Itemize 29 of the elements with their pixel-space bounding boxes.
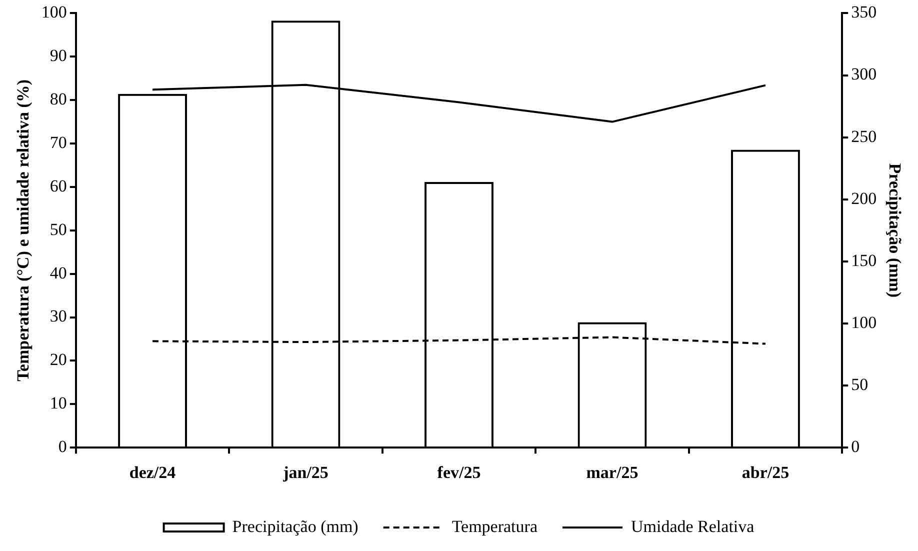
x-tick-label: jan/25 — [282, 463, 328, 482]
x-tick-label: dez/24 — [129, 463, 176, 482]
y2-tick-label: 50 — [851, 375, 868, 394]
x-tick-label: mar/25 — [586, 463, 638, 482]
y-axis-title: Temperatura (°C) e umidade relativa (%) — [14, 79, 33, 382]
y2-tick-label: 200 — [851, 188, 877, 208]
y2-tick-label: 350 — [851, 2, 877, 22]
y2-tick-label: 100 — [851, 312, 877, 332]
y2-tick-label: 0 — [851, 437, 860, 456]
legend-label: Temperatura — [452, 516, 538, 536]
y2-tick-label: 150 — [851, 250, 877, 270]
y-tick-label: 0 — [58, 437, 67, 456]
y-tick-label: 70 — [50, 132, 67, 152]
y-tick-label: 100 — [41, 2, 67, 22]
y-tick-label: 80 — [50, 90, 67, 109]
y-tick-label: 30 — [50, 306, 67, 326]
y-tick-label: 20 — [50, 350, 67, 370]
y2-tick-label: 250 — [851, 126, 877, 146]
y2-axis-title: Precipitação (mm) — [885, 163, 904, 298]
y-tick-label: 10 — [50, 394, 67, 413]
y-tick-label: 60 — [50, 176, 67, 196]
x-tick-label: abr/25 — [742, 463, 790, 482]
y-tick-label: 40 — [50, 263, 67, 282]
y2-tick-label: 300 — [851, 64, 877, 84]
legend-label: Precipitação (mm) — [232, 516, 358, 536]
y-tick-label: 50 — [50, 220, 67, 239]
x-tick-label: fev/25 — [437, 463, 481, 482]
legend-label: Umidade Relativa — [630, 516, 755, 536]
y-tick-label: 90 — [50, 46, 67, 66]
